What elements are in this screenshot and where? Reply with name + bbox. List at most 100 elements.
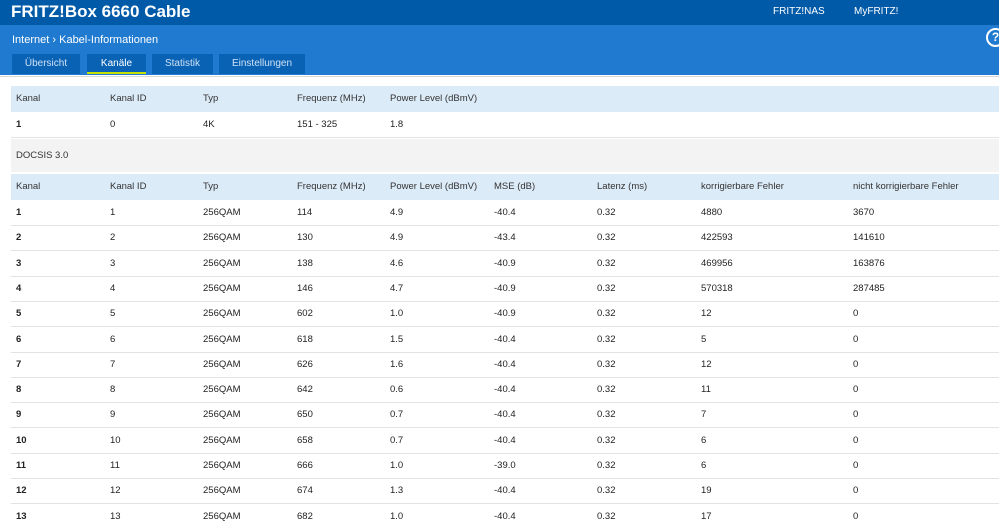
table-cell: 0.7 xyxy=(390,434,404,446)
table-cell: 1.5 xyxy=(390,333,404,345)
column-header: Typ xyxy=(203,181,219,192)
table-row: 1 1 256QAM 114 4.9 -40.4 0.32 4880 3670 xyxy=(11,200,999,226)
table-cell: 256QAM xyxy=(203,409,241,421)
crumb: Kabel-Informationen xyxy=(59,34,159,46)
table-row: 9 9 256QAM 650 0.7 -40.4 0.32 7 0 xyxy=(11,402,999,429)
table-row: 6 6 256QAM 618 1.5 -40.4 0.32 5 0 xyxy=(11,327,999,353)
table-cell: 4880 xyxy=(701,207,723,218)
crumb-separator: › xyxy=(52,34,57,46)
table-cell: 11 xyxy=(110,460,120,471)
table-cell: -40.4 xyxy=(494,207,516,218)
table-cell: -40.4 xyxy=(494,409,516,421)
column-header: Kanal xyxy=(16,93,41,104)
table-cell: 626 xyxy=(297,358,313,370)
section-label: DOCSIS 3.0 xyxy=(16,150,69,161)
table-cell: 163876 xyxy=(853,257,885,269)
nav-link[interactable]: MyFRITZ! xyxy=(854,6,899,17)
table-cell: 7 xyxy=(110,358,116,370)
table-row: 11 11 256QAM 666 1.0 -39.0 0.32 6 0 xyxy=(11,453,999,479)
table-cell: 422593 xyxy=(701,232,733,244)
table-cell: 19 xyxy=(701,485,712,497)
table-cell: 11 xyxy=(16,460,27,471)
table-cell: 0.7 xyxy=(390,409,404,421)
table-cell: 1.0 xyxy=(390,308,404,320)
table-row: 13 13 256QAM 682 1.0 -40.4 0.32 17 0 xyxy=(11,504,999,522)
table-cell: 682 xyxy=(297,510,313,522)
column-header: Kanal ID xyxy=(110,181,147,192)
table-cell: 256QAM xyxy=(203,232,241,244)
tab[interactable]: Einstellungen xyxy=(219,54,305,74)
table-cell: 256QAM xyxy=(203,460,241,471)
table-cell: 1 xyxy=(110,207,116,218)
table-row: 3 3 256QAM 138 4.6 -40.9 0.32 469956 163876 xyxy=(11,251,999,277)
table-cell: 0 xyxy=(853,308,859,320)
table-cell: 0 xyxy=(853,460,859,471)
table-cell: 6 xyxy=(701,460,707,471)
tab[interactable]: Kanäle xyxy=(87,54,146,74)
column-header: Latenz (ms) xyxy=(597,181,648,192)
table-cell: 13 xyxy=(16,510,27,522)
help-icon[interactable]: ? xyxy=(986,28,999,47)
table-cell: -40.9 xyxy=(494,308,516,320)
table-cell: 4.9 xyxy=(390,207,404,218)
table-cell: 12 xyxy=(701,358,712,370)
table-cell: 10 xyxy=(110,434,121,446)
table-cell: 5 xyxy=(701,333,707,345)
table-cell: 0.32 xyxy=(597,257,616,269)
tab[interactable]: Übersicht xyxy=(12,54,80,74)
table-cell: 0.32 xyxy=(597,384,616,396)
table-cell: 256QAM xyxy=(203,308,241,320)
product-title: FRITZ!Box 6660 Cable xyxy=(11,2,191,21)
table-cell: 256QAM xyxy=(203,257,241,269)
table-cell: 256QAM xyxy=(203,510,241,522)
table-cell: 0.32 xyxy=(597,308,616,320)
table-cell: 10 xyxy=(16,434,27,446)
table-cell: -43.4 xyxy=(494,232,516,244)
table-cell: 256QAM xyxy=(203,384,241,396)
table-cell: -40.4 xyxy=(494,358,516,370)
column-header: Power Level (dBmV) xyxy=(390,93,478,104)
table-cell: 11 xyxy=(701,384,711,396)
table-cell: -40.4 xyxy=(494,333,516,345)
table-cell: 13 xyxy=(110,510,121,522)
tab[interactable]: Statistik xyxy=(152,54,213,74)
crumb[interactable]: Internet xyxy=(12,34,50,46)
table-cell: 0.32 xyxy=(597,485,616,497)
section-row: DOCSIS 3.0 xyxy=(11,139,999,172)
table-cell: 1.0 xyxy=(390,460,404,471)
table-cell: 0.32 xyxy=(597,282,616,294)
table-cell: 256QAM xyxy=(203,485,241,497)
table-cell: 602 xyxy=(297,308,313,320)
table-cell: -40.4 xyxy=(494,384,516,396)
table-cell: 6 xyxy=(701,434,707,446)
table-cell: 0.32 xyxy=(597,358,616,370)
table-cell: 4.7 xyxy=(390,282,404,294)
table-cell: 2 xyxy=(110,232,116,244)
content: Kanal Kanal ID Typ Frequenz (MHz) Power Leve… xyxy=(0,75,999,522)
table-cell: 0 xyxy=(853,384,859,396)
nav-link[interactable]: FRITZ!NAS xyxy=(773,6,825,17)
table-cell: 0 xyxy=(853,485,859,497)
table-cell: 6 xyxy=(110,333,116,345)
table-cell: 0 xyxy=(853,434,859,446)
table-cell: 9 xyxy=(16,409,22,421)
breadcrumb: Internet › Kabel-Informationen xyxy=(12,34,158,46)
table-cell: 3 xyxy=(16,257,22,269)
table-cell: -40.4 xyxy=(494,485,516,497)
column-header: Frequenz (MHz) xyxy=(297,181,366,192)
table-row: 4 4 256QAM 146 4.7 -40.9 0.32 570318 287485 xyxy=(11,276,999,302)
table-row: 2 2 256QAM 130 4.9 -43.4 0.32 422593 141610 xyxy=(11,225,999,252)
table-cell: 130 xyxy=(297,232,313,244)
table-cell: 5 xyxy=(16,308,22,320)
column-header: nicht korrigierbare Fehler xyxy=(853,181,959,192)
table-cell: 138 xyxy=(297,257,313,269)
table-cell: 114 xyxy=(297,207,313,218)
table-cell: 0 xyxy=(853,358,859,370)
table-cell: 17 xyxy=(701,510,712,522)
table-row: 10 10 256QAM 658 0.7 -40.4 0.32 6 0 xyxy=(11,428,999,454)
table-cell: 570318 xyxy=(701,282,733,294)
table-cell: 256QAM xyxy=(203,282,241,294)
table-cell: 0 xyxy=(110,119,116,130)
column-header: korrigierbare Fehler xyxy=(701,181,784,192)
